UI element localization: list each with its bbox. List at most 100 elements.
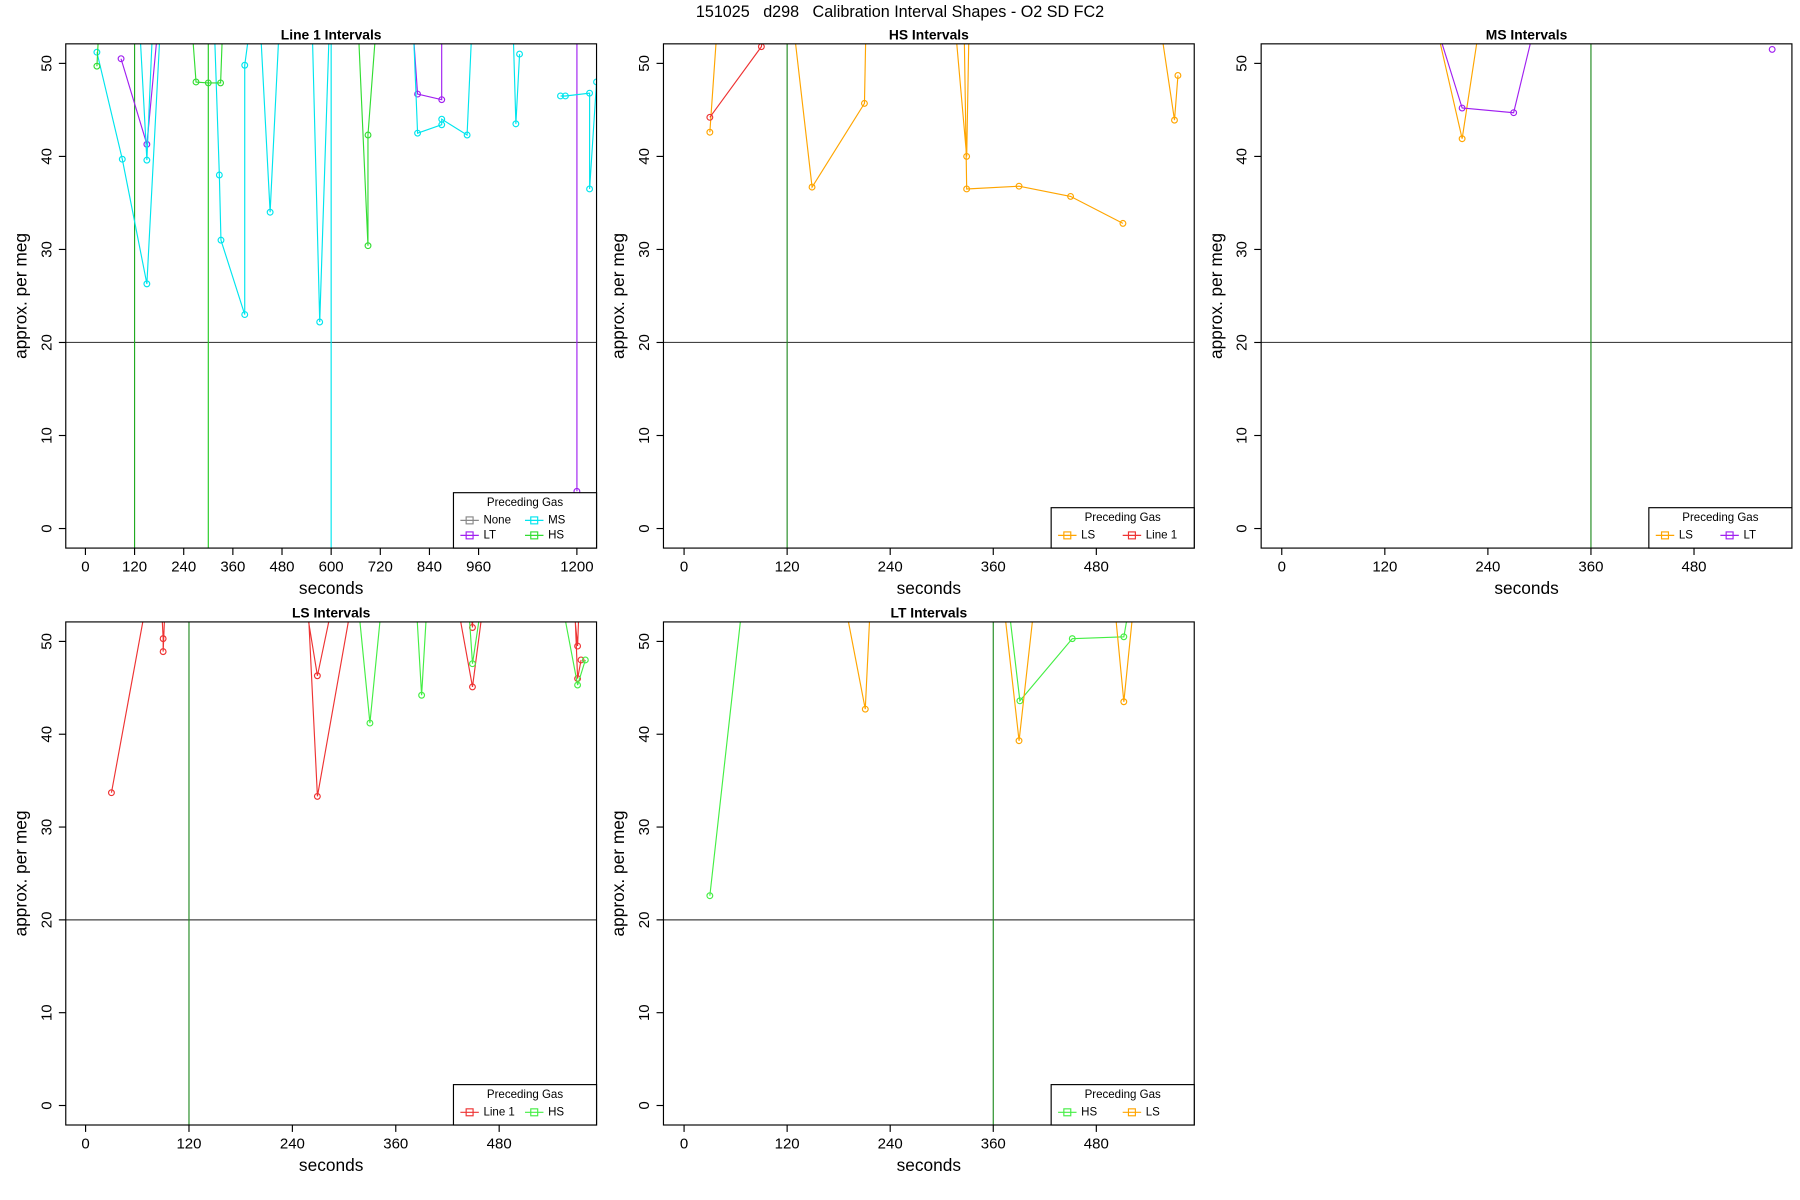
data-point <box>1171 116 1178 124</box>
x-tick-label: 240 <box>280 1136 305 1153</box>
legend-swatch <box>465 531 474 540</box>
legend-label: HS <box>548 529 564 541</box>
y-tick-label: 50 <box>636 633 653 650</box>
y-tick-label: 30 <box>38 241 55 258</box>
data-point <box>561 92 569 100</box>
legend-title: Preceding Gas <box>487 1089 563 1101</box>
x-tick-label: 480 <box>1084 559 1109 576</box>
x-tick-label: 0 <box>680 559 688 576</box>
data-point <box>581 656 589 664</box>
plot-frame <box>662 621 1195 1126</box>
legend-box <box>1050 507 1195 549</box>
y-tick-label: 40 <box>636 148 653 165</box>
legend-label: LS <box>1679 529 1693 541</box>
x-tick-label: 120 <box>775 559 800 576</box>
y-axis-label: approx. per meg <box>608 233 628 359</box>
y-tick-label: 20 <box>1234 334 1251 351</box>
series-line <box>709 621 1128 896</box>
x-tick-label: 120 <box>775 1136 800 1153</box>
legend-label: None <box>483 514 511 526</box>
plot-area <box>1261 0 1792 549</box>
data-point <box>1016 697 1024 705</box>
data-point <box>963 152 971 160</box>
data-point <box>808 183 816 191</box>
legend: Preceding Gas None LT MS HS <box>452 492 598 549</box>
data-point <box>192 78 200 86</box>
plot-frame <box>65 43 598 549</box>
panel: Line 1 Intervals seconds approx. per meg 0 1… <box>10 26 598 598</box>
x-tick-label: 0 <box>680 1136 688 1153</box>
y-tick-label: 30 <box>636 241 653 258</box>
data-point <box>313 672 321 680</box>
data-point <box>1067 192 1075 200</box>
legend: Preceding Gas HS LS <box>1050 1084 1195 1126</box>
x-tick-label: 480 <box>1681 559 1706 576</box>
data-point <box>93 48 101 56</box>
legend-label: Line 1 <box>483 1106 514 1118</box>
data-point <box>143 280 151 288</box>
panel-title: HS Intervals <box>889 26 969 42</box>
data-point <box>574 642 582 650</box>
data-point <box>1458 104 1466 112</box>
plot-area <box>65 43 597 549</box>
legend-swatch <box>1660 531 1670 540</box>
data-point <box>1119 219 1127 227</box>
data-point <box>438 115 446 123</box>
legend-label: LT <box>483 529 496 541</box>
data-point <box>159 648 167 656</box>
data-point <box>586 185 594 193</box>
figure-title: 151025 d298 Calibration Interval Shapes … <box>696 3 1104 21</box>
data-point <box>241 311 249 319</box>
y-tick-label: 10 <box>38 427 55 444</box>
data-point <box>418 691 426 699</box>
series-line <box>359 621 586 724</box>
legend-swatch <box>530 531 539 540</box>
data-point <box>706 128 714 136</box>
data-point <box>861 705 869 713</box>
y-tick-label: 30 <box>636 819 653 836</box>
plot-frame <box>662 43 1195 549</box>
data-point <box>217 236 225 244</box>
y-tick-label: 20 <box>636 912 653 929</box>
x-tick-label: 240 <box>878 559 903 576</box>
y-tick-label: 20 <box>38 912 55 929</box>
data-point <box>1174 72 1182 79</box>
data-point <box>241 61 249 69</box>
y-tick-label: 10 <box>636 1004 653 1021</box>
data-point <box>364 131 372 139</box>
data-point <box>577 656 585 664</box>
panel: MS Intervals seconds approx. per meg 0 10 20 3… <box>1206 0 1793 598</box>
x-tick-label: 360 <box>383 1136 408 1153</box>
y-tick-label: 30 <box>38 819 55 836</box>
x-tick-label: 0 <box>1278 559 1286 576</box>
y-tick-label: 50 <box>38 633 55 650</box>
y-axis-label: approx. per meg <box>10 810 30 936</box>
data-point <box>93 62 101 70</box>
legend-swatch <box>1127 531 1136 540</box>
x-axis-label: seconds <box>299 578 364 598</box>
data-point <box>1510 109 1518 117</box>
x-tick-label: 480 <box>487 1136 512 1153</box>
x-axis-label: seconds <box>897 578 962 598</box>
y-tick-label: 40 <box>1234 148 1251 165</box>
data-point <box>143 140 151 148</box>
series-line <box>1419 0 1772 113</box>
legend-label: LS <box>1146 1106 1160 1118</box>
panel: HS Intervals seconds approx. per meg 0 10 20 3… <box>608 26 1195 598</box>
data-point <box>414 129 422 137</box>
panel-title: Line 1 Intervals <box>281 26 382 42</box>
data-point <box>757 43 765 51</box>
x-tick-label: 0 <box>81 559 89 576</box>
data-point <box>118 155 126 163</box>
data-point <box>516 50 524 58</box>
data-point <box>1120 698 1128 706</box>
series-line <box>120 43 578 492</box>
x-tick-label: 120 <box>122 559 147 576</box>
x-tick-label: 240 <box>878 1136 903 1153</box>
data-point <box>706 892 714 900</box>
data-point <box>364 242 372 250</box>
data-point <box>266 208 274 216</box>
y-tick-label: 20 <box>38 334 55 351</box>
y-tick-label: 50 <box>38 55 55 72</box>
